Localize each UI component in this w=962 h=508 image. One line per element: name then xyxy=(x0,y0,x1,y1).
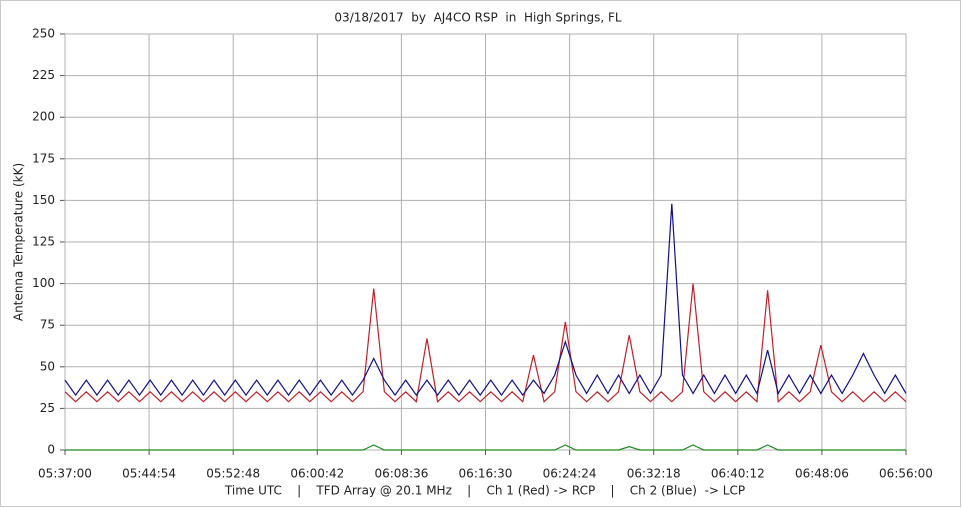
y-tick-label: 25 xyxy=(40,401,55,415)
series-line xyxy=(64,203,907,397)
y-tick-label: 50 xyxy=(40,359,55,373)
series-line xyxy=(64,283,907,404)
chart-title: 03/18/2017 by AJ4CO RSP in High Springs,… xyxy=(334,11,621,25)
y-tick-label: 75 xyxy=(40,318,55,332)
x-tick-label: 06:56:00 xyxy=(879,467,933,481)
x-tick-label: 05:52:48 xyxy=(206,467,260,481)
y-tick-label: 0 xyxy=(47,443,55,457)
y-tick-label: 200 xyxy=(32,110,55,124)
y-tick-label: 250 xyxy=(32,27,55,41)
y-tick-label: 150 xyxy=(32,193,55,207)
x-tick-label: 06:08:36 xyxy=(374,467,428,481)
x-tick-label: 05:37:00 xyxy=(38,467,92,481)
y-tick-label: 125 xyxy=(32,235,55,249)
x-tick-label: 06:00:42 xyxy=(290,467,344,481)
y-tick-label: 175 xyxy=(32,151,55,165)
y-tick-label: 100 xyxy=(32,276,55,290)
series-line xyxy=(65,444,906,451)
x-tick-label: 06:24:24 xyxy=(543,467,597,481)
x-tick-label: 06:48:06 xyxy=(795,467,849,481)
y-axis-label: Antenna Temperature (kK) xyxy=(12,163,26,321)
x-tick-label: 06:40:12 xyxy=(711,467,765,481)
x-axis-label: Time UTC | TFD Array @ 20.1 MHz | Ch 1 (… xyxy=(224,484,745,498)
x-tick-label: 06:16:30 xyxy=(459,467,513,481)
y-tick-label: 225 xyxy=(32,68,55,82)
x-tick-label: 05:44:54 xyxy=(122,467,176,481)
x-tick-label: 06:32:18 xyxy=(627,467,681,481)
